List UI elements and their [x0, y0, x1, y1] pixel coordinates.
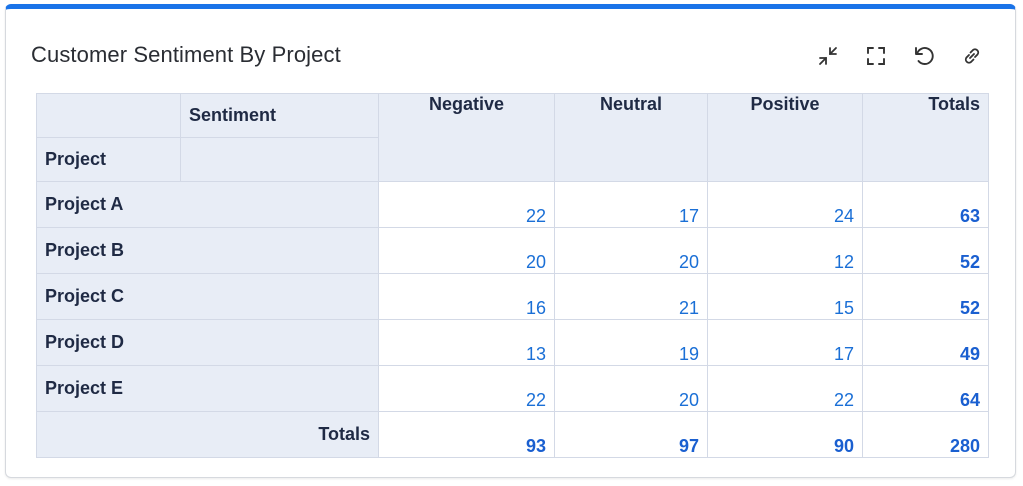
table-cell[interactable]: 24: [707, 181, 863, 228]
table-cell[interactable]: 20: [554, 227, 708, 274]
table-row: Project E 22 20 22 64: [36, 365, 989, 412]
link-button[interactable]: [955, 39, 989, 73]
table-cell[interactable]: 20: [554, 365, 708, 412]
column-total-cell[interactable]: 97: [554, 411, 708, 458]
row-total-cell[interactable]: 64: [862, 365, 989, 412]
column-header-totals[interactable]: Totals: [862, 93, 989, 182]
widget-card: Customer Sentiment By Project: [5, 4, 1016, 478]
column-total-cell[interactable]: 93: [378, 411, 555, 458]
table-cell[interactable]: 21: [554, 273, 708, 320]
link-icon: [960, 44, 984, 68]
pivot-table: Sentiment Negative Neutral Positive Tota…: [36, 93, 989, 458]
refresh-icon: [912, 44, 936, 68]
totals-row: Totals 93 97 90 280: [36, 411, 989, 458]
column-header-negative[interactable]: Negative: [378, 93, 555, 182]
table-cell[interactable]: 22: [378, 181, 555, 228]
column-header-positive[interactable]: Positive: [707, 93, 863, 182]
totals-row-label: Totals: [36, 411, 379, 458]
table-row: Project A 22 17 24 63: [36, 181, 989, 228]
row-header-project-c[interactable]: Project C: [36, 273, 379, 320]
table-row: Project C 16 21 15 52: [36, 273, 989, 320]
row-header-project-a[interactable]: Project A: [36, 181, 379, 228]
collapse-icon: [817, 45, 839, 67]
table-cell[interactable]: 13: [378, 319, 555, 366]
table-cell[interactable]: 17: [707, 319, 863, 366]
widget-toolbar: [811, 39, 989, 73]
fullscreen-icon: [865, 45, 887, 67]
widget-title: Customer Sentiment By Project: [31, 42, 341, 67]
refresh-button[interactable]: [907, 39, 941, 73]
row-header-project-d[interactable]: Project D: [36, 319, 379, 366]
collapse-button[interactable]: [811, 39, 845, 73]
pivot-blank-cell: [180, 137, 379, 182]
row-dimension-label: Project: [36, 137, 181, 182]
table-cell[interactable]: 19: [554, 319, 708, 366]
table-cell[interactable]: 20: [378, 227, 555, 274]
fullscreen-button[interactable]: [859, 39, 893, 73]
table-row: Project B 20 20 12 52: [36, 227, 989, 274]
row-total-cell[interactable]: 49: [862, 319, 989, 366]
grand-total-cell[interactable]: 280: [862, 411, 989, 458]
row-header-project-b[interactable]: Project B: [36, 227, 379, 274]
row-header-project-e[interactable]: Project E: [36, 365, 379, 412]
table-cell[interactable]: 12: [707, 227, 863, 274]
row-total-cell[interactable]: 52: [862, 227, 989, 274]
row-total-cell[interactable]: 63: [862, 181, 989, 228]
table-cell[interactable]: 15: [707, 273, 863, 320]
table-cell[interactable]: 17: [554, 181, 708, 228]
table-row: Project D 13 19 17 49: [36, 319, 989, 366]
table-cell[interactable]: 16: [378, 273, 555, 320]
row-total-cell[interactable]: 52: [862, 273, 989, 320]
column-header-neutral[interactable]: Neutral: [554, 93, 708, 182]
column-total-cell[interactable]: 90: [707, 411, 863, 458]
pivot-corner-cell: [36, 93, 181, 138]
column-dimension-label: Sentiment: [180, 93, 379, 138]
table-cell[interactable]: 22: [707, 365, 863, 412]
table-cell[interactable]: 22: [378, 365, 555, 412]
